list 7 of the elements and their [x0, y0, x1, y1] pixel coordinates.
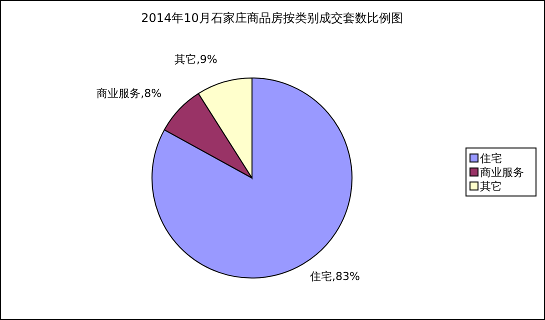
data-label: 其它,9% — [174, 52, 218, 66]
legend-label: 住宅 — [480, 152, 502, 165]
legend-label: 其它 — [480, 180, 502, 193]
legend-label: 商业服务 — [480, 166, 524, 179]
data-label: 商业服务,8% — [96, 87, 162, 100]
data-label: 住宅,83% — [310, 270, 360, 284]
chart-title: 2014年10月石家庄商品房按类别成交套数比例图 — [141, 11, 403, 25]
